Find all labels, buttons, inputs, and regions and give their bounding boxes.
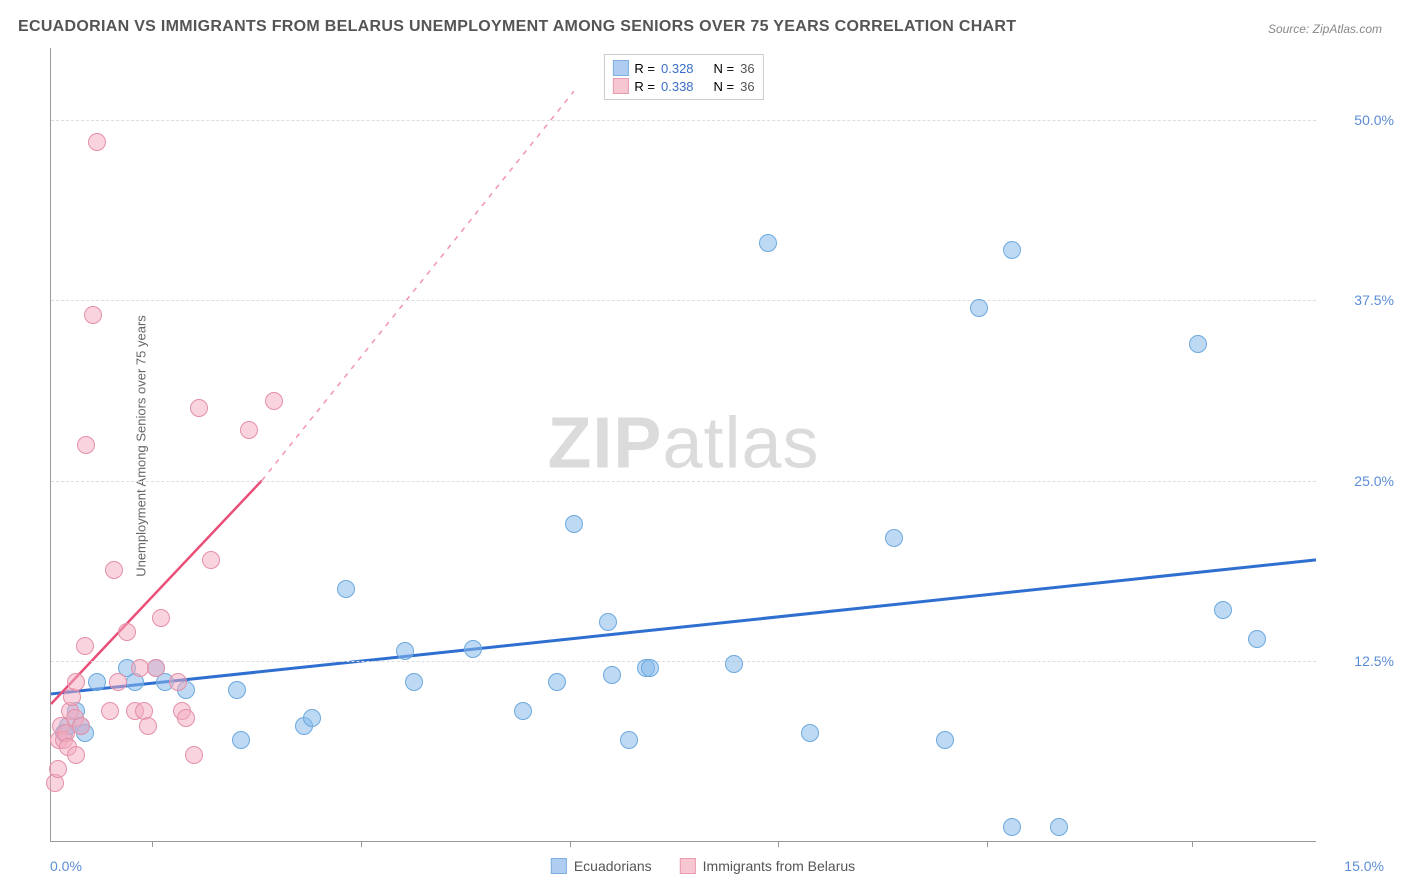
scatter-point-belarus: [49, 760, 67, 778]
scatter-point-belarus: [67, 673, 85, 691]
legend-series: Ecuadorians Immigrants from Belarus: [551, 858, 855, 874]
scatter-point-belarus: [76, 637, 94, 655]
scatter-point-ecuadorians: [405, 673, 423, 691]
scatter-point-ecuadorians: [725, 655, 743, 673]
scatter-point-ecuadorians: [337, 580, 355, 598]
scatter-point-ecuadorians: [801, 724, 819, 742]
gridline-h: [51, 120, 1316, 121]
legend-series-item: Immigrants from Belarus: [680, 858, 855, 874]
scatter-point-ecuadorians: [464, 640, 482, 658]
x-tick: [361, 841, 362, 847]
scatter-point-belarus: [105, 561, 123, 579]
x-tick: [152, 841, 153, 847]
legend-r-value: 0.328: [661, 61, 694, 76]
x-tick: [778, 841, 779, 847]
scatter-point-belarus: [118, 623, 136, 641]
scatter-point-ecuadorians: [759, 234, 777, 252]
legend-n-label: N =: [714, 61, 735, 76]
scatter-point-ecuadorians: [1003, 818, 1021, 836]
y-tick-label: 12.5%: [1354, 653, 1394, 669]
legend-r-value: 0.338: [661, 79, 694, 94]
source-label: Source: ZipAtlas.com: [1268, 22, 1382, 36]
legend-correlation: R = 0.328 N = 36 R = 0.338 N = 36: [603, 54, 763, 100]
scatter-point-ecuadorians: [1248, 630, 1266, 648]
watermark-light: atlas: [662, 403, 819, 483]
scatter-point-belarus: [88, 133, 106, 151]
legend-series-label: Ecuadorians: [574, 858, 652, 874]
trend-lines-svg: [51, 48, 1316, 841]
scatter-point-belarus: [131, 659, 149, 677]
x-axis-min-label: 0.0%: [50, 858, 82, 874]
scatter-point-ecuadorians: [303, 709, 321, 727]
scatter-point-ecuadorians: [1003, 241, 1021, 259]
scatter-point-belarus: [101, 702, 119, 720]
legend-correlation-row: R = 0.328 N = 36: [612, 59, 754, 77]
legend-series-label: Immigrants from Belarus: [703, 858, 855, 874]
gridline-h: [51, 300, 1316, 301]
legend-n-value: 36: [740, 61, 754, 76]
scatter-point-belarus: [72, 717, 90, 735]
scatter-point-ecuadorians: [970, 299, 988, 317]
scatter-point-belarus: [177, 709, 195, 727]
scatter-point-ecuadorians: [641, 659, 659, 677]
scatter-point-belarus: [152, 609, 170, 627]
scatter-point-ecuadorians: [514, 702, 532, 720]
scatter-point-belarus: [67, 746, 85, 764]
legend-correlation-row: R = 0.338 N = 36: [612, 77, 754, 95]
legend-r-label: R =: [634, 79, 655, 94]
scatter-point-ecuadorians: [565, 515, 583, 533]
scatter-point-ecuadorians: [1214, 601, 1232, 619]
scatter-point-belarus: [240, 421, 258, 439]
scatter-point-belarus: [265, 392, 283, 410]
trend-line-ecuadorians: [51, 560, 1316, 694]
y-tick-label: 37.5%: [1354, 292, 1394, 308]
scatter-point-ecuadorians: [885, 529, 903, 547]
trend-line-dash-belarus: [262, 91, 574, 480]
scatter-point-belarus: [185, 746, 203, 764]
scatter-point-ecuadorians: [936, 731, 954, 749]
scatter-point-belarus: [139, 717, 157, 735]
legend-n-value: 36: [740, 79, 754, 94]
scatter-point-belarus: [109, 673, 127, 691]
scatter-point-belarus: [84, 306, 102, 324]
x-axis-max-label: 15.0%: [1344, 858, 1384, 874]
y-tick-label: 50.0%: [1354, 112, 1394, 128]
scatter-point-ecuadorians: [1189, 335, 1207, 353]
scatter-point-ecuadorians: [1050, 818, 1068, 836]
x-tick: [570, 841, 571, 847]
scatter-point-ecuadorians: [228, 681, 246, 699]
scatter-point-ecuadorians: [620, 731, 638, 749]
legend-swatch: [551, 858, 567, 874]
chart-title: ECUADORIAN VS IMMIGRANTS FROM BELARUS UN…: [18, 18, 1016, 36]
gridline-h: [51, 661, 1316, 662]
legend-r-label: R =: [634, 61, 655, 76]
scatter-point-belarus: [77, 436, 95, 454]
legend-series-item: Ecuadorians: [551, 858, 652, 874]
chart-plot-area: R =0.328N =36R =0.338N =36 ZIPatlas 12.5…: [50, 48, 1316, 842]
y-tick-label: 25.0%: [1354, 473, 1394, 489]
scatter-point-belarus: [147, 659, 165, 677]
legend-swatch: [612, 60, 628, 76]
legend-swatch: [612, 78, 628, 94]
scatter-point-ecuadorians: [232, 731, 250, 749]
scatter-point-belarus: [190, 399, 208, 417]
x-tick: [987, 841, 988, 847]
legend-swatch: [680, 858, 696, 874]
x-tick: [1192, 841, 1193, 847]
scatter-point-ecuadorians: [88, 673, 106, 691]
scatter-point-belarus: [169, 673, 187, 691]
scatter-point-ecuadorians: [599, 613, 617, 631]
scatter-point-ecuadorians: [603, 666, 621, 684]
scatter-point-ecuadorians: [548, 673, 566, 691]
scatter-point-belarus: [202, 551, 220, 569]
gridline-h: [51, 481, 1316, 482]
watermark-bold: ZIP: [547, 403, 662, 483]
watermark: ZIPatlas: [547, 402, 819, 484]
legend-n-label: N =: [714, 79, 735, 94]
scatter-point-ecuadorians: [396, 642, 414, 660]
